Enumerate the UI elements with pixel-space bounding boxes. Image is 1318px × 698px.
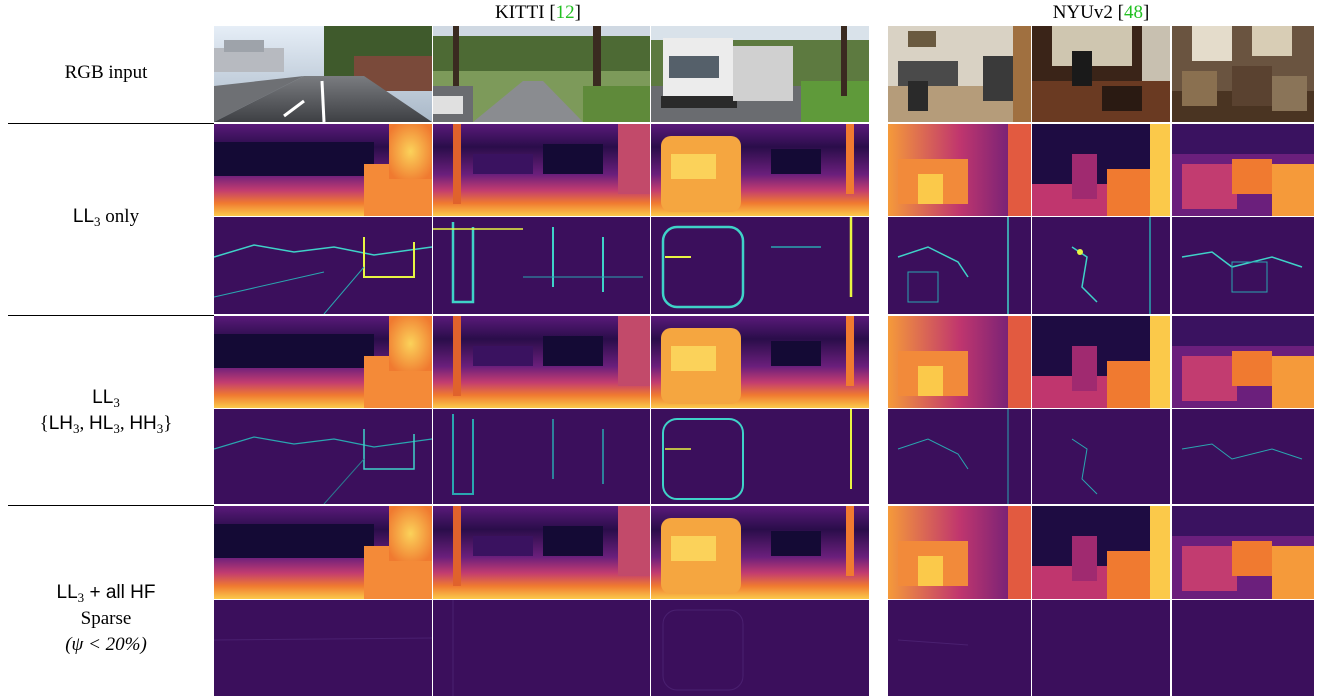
row-separator (8, 315, 214, 316)
rgb-kitti-street-2 (433, 26, 650, 122)
row-label-rgb-input: RGB input (64, 62, 148, 83)
depth-kitti-3-ll3-only (651, 124, 869, 216)
edge-nyu-3-ll3-subbands (1172, 409, 1314, 504)
edge-nyu-2-sparse (1032, 600, 1170, 696)
edge-kitti-3-sparse (651, 600, 869, 696)
edge-kitti-1-sparse (214, 600, 432, 696)
depth-kitti-2-ll3-only (433, 124, 650, 216)
edge-kitti-2-ll3-subbands (433, 409, 650, 504)
row-label-ll3-subbands: LL3 {LH3, HL3, HH3} (0, 385, 212, 437)
depth-nyu-1-all-hf (888, 506, 1031, 599)
rgb-nyu-room (1032, 26, 1170, 122)
edge-kitti-1-ll3-only (214, 217, 432, 314)
row-label-ll3-all-hf-sparse: LL3 + all HF Sparse (ψ < 20%) (0, 580, 212, 658)
depth-nyu-3-ll3-only (1172, 124, 1314, 216)
depth-nyu-3-all-hf (1172, 506, 1314, 599)
depth-kitti-3-all-hf (651, 506, 869, 599)
depth-kitti-1-ll3-only (214, 124, 432, 216)
row-label-all-hf-line: LL3 + all HF (56, 582, 156, 605)
row-separator (8, 123, 214, 124)
edge-kitti-2-ll3-only (433, 217, 650, 314)
depth-kitti-2-ll3-subbands (433, 316, 650, 408)
depth-nyu-2-ll3-only (1032, 124, 1170, 216)
kitti-header: KITTI [12] (495, 2, 581, 23)
nyu-header: NYUv2 [48] (1052, 2, 1150, 23)
rgb-kitti-street-1 (214, 26, 432, 122)
edge-kitti-3-ll3-only (651, 217, 869, 314)
depth-kitti-1-ll3-subbands (214, 316, 432, 408)
row-separator (8, 505, 214, 506)
depth-nyu-2-all-hf (1032, 506, 1170, 599)
depth-kitti-1-all-hf (214, 506, 432, 599)
rgb-nyu-living-room (1172, 26, 1314, 122)
edge-nyu-2-ll3-subbands (1032, 409, 1170, 504)
depth-nyu-1-ll3-only (888, 124, 1031, 216)
rgb-kitti-truck (651, 26, 869, 122)
edge-nyu-1-ll3-subbands (888, 409, 1031, 504)
row-label-sparse-line: Sparse (80, 608, 132, 629)
kitti-citation-link[interactable]: 12 (555, 2, 575, 23)
depth-kitti-2-all-hf (433, 506, 650, 599)
edge-nyu-3-ll3-only (1172, 217, 1314, 314)
depth-kitti-3-ll3-subbands (651, 316, 869, 408)
edge-nyu-3-sparse (1172, 600, 1314, 696)
row-label-subbands-line: {LH3, HL3, HH3} (39, 413, 173, 436)
row-label-psi-line: (ψ < 20%) (65, 634, 147, 655)
edge-kitti-2-sparse (433, 600, 650, 696)
edge-nyu-1-ll3-only (888, 217, 1031, 314)
depth-nyu-3-ll3-subbands (1172, 316, 1314, 408)
edge-nyu-2-ll3-only (1032, 217, 1170, 314)
depth-nyu-2-ll3-subbands (1032, 316, 1170, 408)
edge-kitti-3-ll3-subbands (651, 409, 869, 504)
rgb-nyu-office (888, 26, 1031, 122)
row-label-ll3-only: LL3 only (72, 206, 140, 229)
nyu-citation-link[interactable]: 48 (1123, 2, 1143, 23)
edge-kitti-1-ll3-subbands (214, 409, 432, 504)
depth-nyu-1-ll3-subbands (888, 316, 1031, 408)
row-label-ll3-line: LL3 (92, 387, 120, 410)
edge-nyu-1-sparse (888, 600, 1031, 696)
